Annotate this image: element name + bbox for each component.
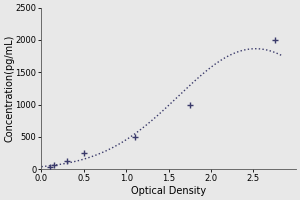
Y-axis label: Concentration(pg/mL): Concentration(pg/mL) — [4, 35, 14, 142]
X-axis label: Optical Density: Optical Density — [131, 186, 206, 196]
